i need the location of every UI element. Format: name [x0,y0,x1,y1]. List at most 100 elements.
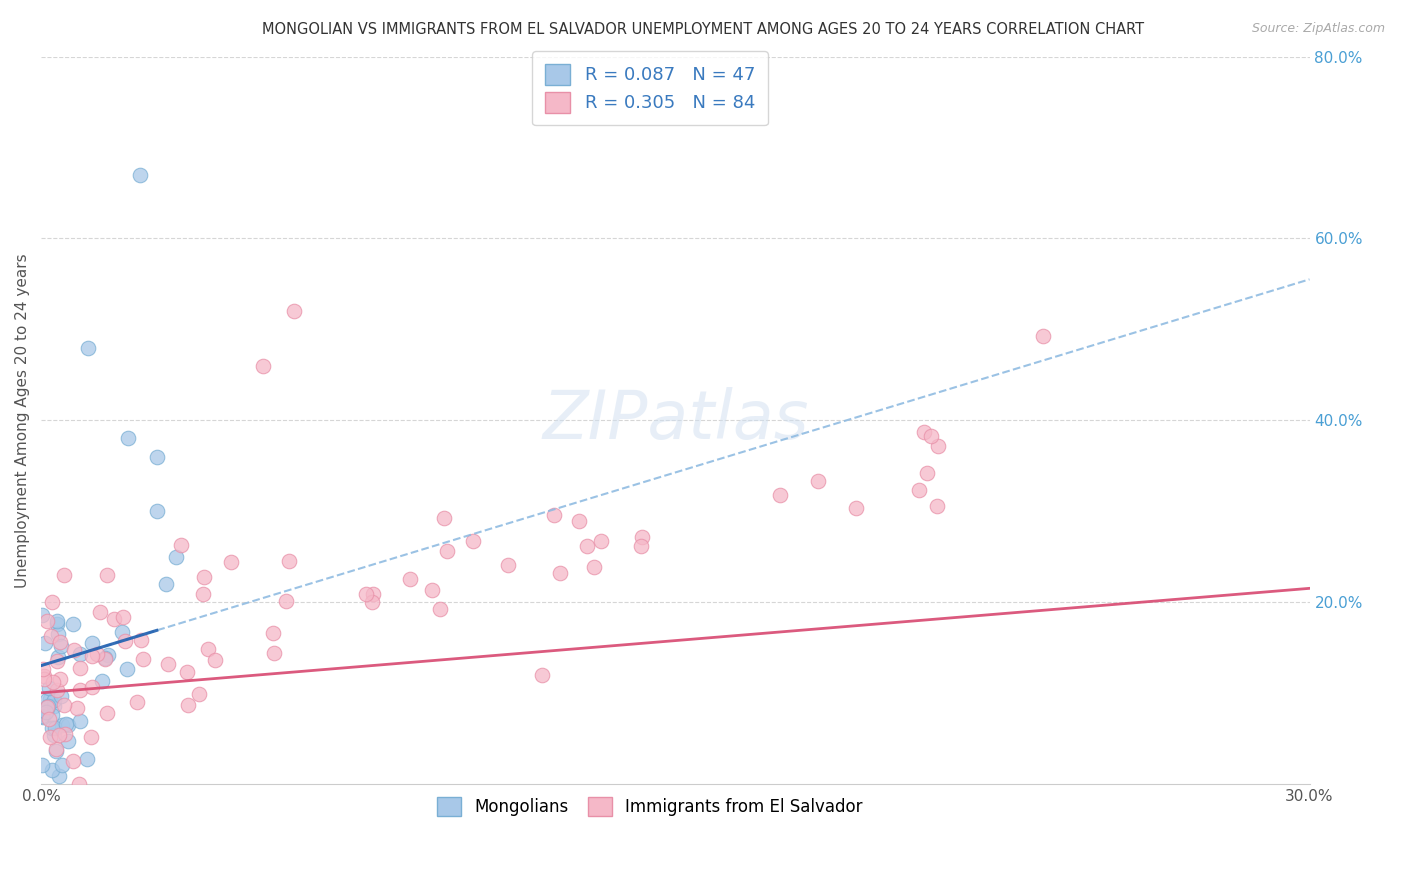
Point [156,657,179,672]
Point [769,488,792,502]
Point [204,652,226,666]
Point [55,717,77,731]
Point [89,605,111,619]
Point [48,635,70,649]
Text: Source: ZipAtlas.com: Source: ZipAtlas.com [1251,22,1385,36]
Point [46,682,69,697]
Point [42,674,65,689]
Point [44,722,66,736]
Point [32,669,55,683]
Point [925,499,948,513]
Point [45,744,67,758]
Point [66,701,89,715]
Point [193,570,215,584]
Point [48,728,70,742]
Point [41,708,63,723]
Point [567,514,589,528]
Point [31,758,53,772]
Point [48,672,70,686]
Point [34,636,56,650]
Point [436,544,458,558]
Point [117,431,139,445]
Point [360,595,382,609]
Point [79,730,101,744]
Point [129,168,152,182]
Point [461,533,484,548]
Point [125,696,148,710]
Point [111,609,134,624]
Point [155,576,177,591]
Point [46,617,69,632]
Text: ZIPatlas: ZIPatlas [543,387,808,453]
Point [432,510,454,524]
Point [52,568,75,582]
Point [39,629,62,643]
Point [39,731,62,745]
Point [920,429,942,443]
Point [41,763,63,777]
Point [53,727,76,741]
Point [45,654,67,668]
Point [589,534,612,549]
Point [177,698,200,712]
Point [132,652,155,666]
Point [170,538,193,552]
Point [115,662,138,676]
Point [48,769,70,783]
Point [915,466,938,480]
Point [62,643,84,657]
Point [42,699,65,714]
Point [361,587,384,601]
Point [69,682,91,697]
Point [45,742,67,756]
Point [76,752,98,766]
Point [111,625,134,640]
Point [42,728,65,742]
Point [31,708,53,723]
Point [252,359,274,373]
Point [48,627,70,641]
Point [176,665,198,679]
Point [51,639,73,653]
Point [96,706,118,720]
Text: MONGOLIAN VS IMMIGRANTS FROM EL SALVADOR UNEMPLOYMENT AMONG AGES 20 TO 24 YEARS : MONGOLIAN VS IMMIGRANTS FROM EL SALVADOR… [262,22,1144,37]
Point [38,712,60,726]
Point [94,651,117,665]
Point [187,687,209,701]
Point [32,672,55,686]
Point [96,568,118,582]
Point [69,648,91,662]
Point [429,602,451,616]
Point [263,646,285,660]
Point [912,425,935,439]
Point [37,699,59,714]
Point [283,304,305,318]
Point [42,692,65,706]
Point [80,680,103,694]
Point [398,573,420,587]
Point [32,710,55,724]
Point [58,717,80,731]
Point [114,634,136,648]
Point [34,705,56,719]
Point [51,757,73,772]
Point [907,483,929,498]
Point [37,700,59,714]
Point [51,689,73,703]
Point [56,734,79,748]
Point [69,714,91,728]
Point [46,649,69,664]
Point [97,648,120,662]
Point [191,587,214,601]
Point [38,691,60,706]
Point [582,559,605,574]
Point [807,474,830,488]
Point [1032,329,1054,343]
Point [165,549,187,564]
Point [41,721,63,735]
Point [51,718,73,732]
Point [77,341,100,355]
Point [496,558,519,572]
Point [103,612,125,626]
Point [197,642,219,657]
